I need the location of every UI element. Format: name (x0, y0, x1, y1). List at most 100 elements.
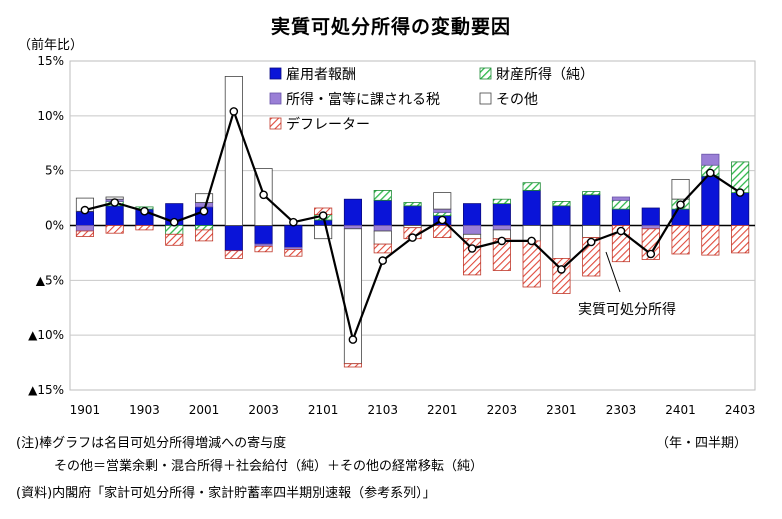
line-point-2304 (646, 249, 656, 259)
bar-deflator-2001 (194, 229, 214, 242)
bar-deflator-2403 (731, 225, 750, 254)
line-point-2103 (378, 256, 388, 265)
legend-swatch-deflator (269, 117, 282, 130)
bar-employee-2103 (373, 199, 392, 226)
line-point-1902 (110, 198, 119, 207)
bar-employee-2202 (462, 203, 482, 226)
y-tick-label: 10% (37, 109, 64, 123)
bar-tax-2303 (611, 196, 630, 201)
bar-tax-2103 (373, 225, 392, 232)
line-point-2003 (259, 190, 268, 200)
bar-deflator-2103 (373, 243, 392, 254)
bar-other-2103 (373, 230, 392, 245)
bar-employee-1902 (105, 205, 124, 226)
x-tick-label: 2001 (189, 403, 220, 417)
bar-employee-2204 (522, 189, 541, 226)
line-point-1901 (80, 205, 90, 215)
line-point-2301 (557, 265, 566, 274)
bar-tax-2001 (194, 202, 214, 208)
bar-employee-2004 (284, 225, 303, 248)
note-contribution: (注)棒グラフは名目可処分所得増減への寄与度 (16, 436, 287, 451)
bar-deflator-2102 (343, 363, 362, 368)
bar-other-2302 (582, 225, 601, 239)
bar-deflator-2201 (433, 225, 452, 239)
bar-tax-2304 (641, 225, 660, 230)
line-point-2201 (437, 215, 447, 225)
legend-swatch-tax (269, 92, 282, 105)
y-tick-label: 0% (45, 219, 64, 233)
bar-employee-2304 (641, 207, 660, 226)
bar-employee-2203 (492, 203, 511, 226)
x-tick-label: 2201 (427, 403, 458, 417)
bar-employee-2303 (611, 208, 630, 226)
bar-property-2103 (373, 189, 392, 201)
bar-deflator-2401 (671, 225, 690, 255)
bar-employee-2403 (731, 192, 750, 226)
line-point-2303 (616, 226, 626, 236)
bar-property-2203 (492, 198, 511, 204)
bar-deflator-1903 (135, 225, 154, 231)
line-point-2101 (318, 211, 328, 220)
line-point-2203 (497, 236, 507, 246)
x-tick-label: 2401 (665, 403, 696, 417)
x-tick-label: 1901 (70, 403, 101, 417)
line-point-2401 (676, 200, 685, 209)
bar-other-2401 (671, 178, 690, 200)
bar-property-2303 (611, 199, 630, 210)
bar-tax-2102 (343, 225, 362, 230)
legend-label-employee: 雇用者報酬 (286, 66, 356, 83)
chart-area: 15% 10% 5% 0% ▲5% ▲10% ▲15% 1901 1903 2001 2003 210… (28, 54, 756, 417)
bar-employee-2302 (582, 194, 601, 226)
annotation-pointer (605, 251, 621, 293)
bar-property-2204 (522, 182, 541, 191)
x-tick-label: 2303 (606, 403, 637, 417)
line-point-2004 (289, 217, 298, 227)
bar-employee-2402 (701, 175, 720, 226)
bar-other-2002 (224, 76, 243, 226)
bar-property-2302 (582, 191, 601, 196)
bar-property-2301 (552, 200, 571, 207)
y-tick-label: 15% (37, 54, 64, 68)
annotation: 実質可処分所得 (578, 251, 676, 318)
bar-employee-2104 (403, 205, 422, 226)
bar-deflator-1902 (105, 225, 124, 234)
bar-employee-2102 (343, 198, 362, 226)
line-point-1904 (169, 217, 179, 227)
bar-deflator-2003 (254, 245, 273, 253)
bar-deflator-2004 (284, 249, 303, 257)
x-tick-label: 2301 (546, 403, 577, 417)
line-point-2402 (706, 168, 715, 178)
legend-label-property: 財産所得（純） (496, 66, 594, 83)
bar-other-2301 (552, 225, 571, 259)
bar-deflator-2402 (701, 225, 720, 256)
bar-tax-1901 (75, 225, 95, 232)
y-tick-label: ▲15% (28, 383, 64, 397)
x-tick-label: 2003 (248, 403, 279, 417)
annotation-label: 実質可処分所得 (578, 301, 676, 318)
line-point-2002 (229, 107, 239, 116)
bar-deflator-2301 (552, 257, 571, 294)
legend-swatch-property (479, 67, 492, 80)
bar-property-1904 (165, 225, 184, 235)
legend-label-other: その他 (496, 92, 538, 108)
real-income-line (80, 107, 745, 344)
x-tick-label: 2101 (308, 403, 339, 417)
legend-label-tax: 所得・富等に課される税 (286, 91, 440, 108)
bar-property-2104 (403, 202, 422, 207)
line-point-2403 (735, 188, 745, 197)
chart-title: 実質可処分所得の変動要因 (270, 16, 511, 38)
bar-other-2001 (194, 193, 214, 203)
bar-employee-2003 (254, 225, 273, 245)
bar-tax-2202 (462, 225, 482, 235)
y-tick-label: ▲10% (28, 328, 64, 342)
bar-tax-2201 (433, 208, 452, 213)
source-note: (資料)内閣府「家計可処分所得・家計貯蓄率四半期別速報（参考系列）」 (16, 486, 436, 501)
line-point-2104 (408, 233, 417, 242)
x-tick-label: 1903 (129, 403, 160, 417)
bar-deflator-1901 (75, 230, 95, 237)
x-tick-label: 2103 (367, 403, 398, 417)
bar-employee-2002 (224, 225, 243, 252)
line-point-2302 (586, 237, 596, 247)
y-tick-label: 5% (45, 164, 64, 178)
